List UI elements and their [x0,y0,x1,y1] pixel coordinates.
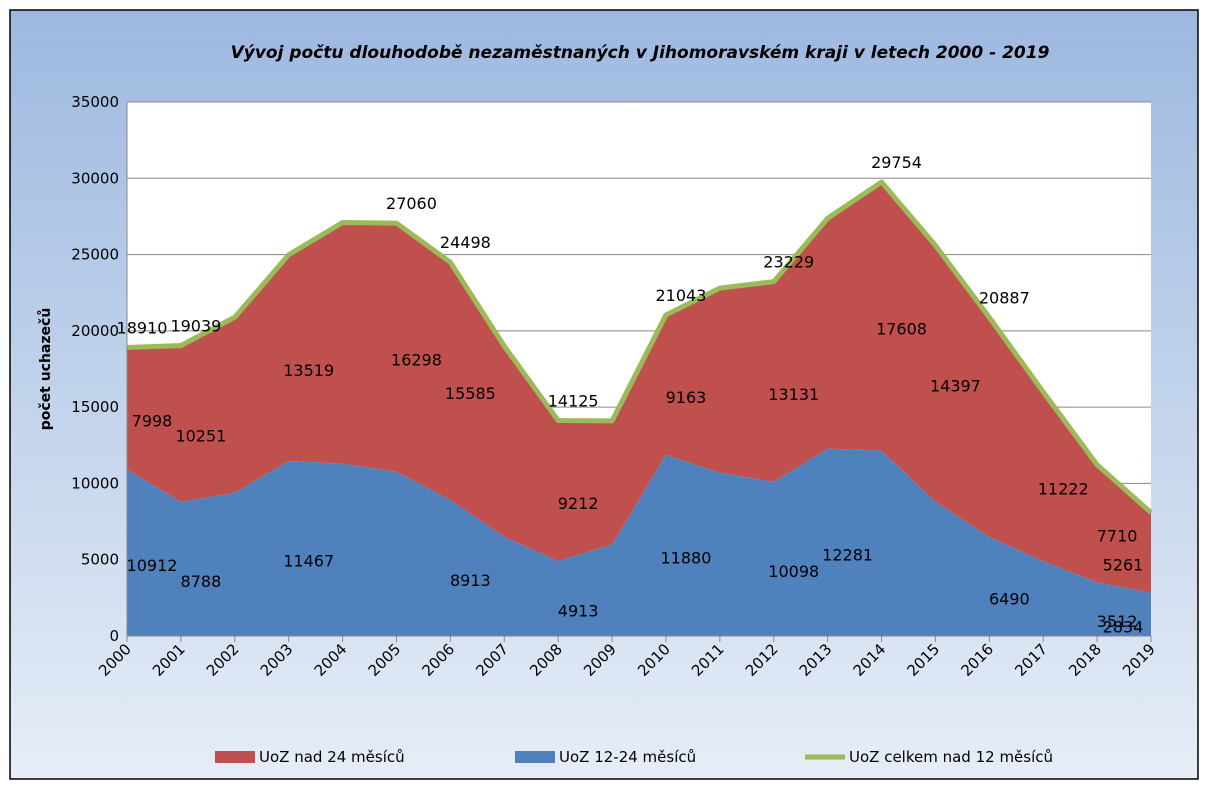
data-label: 14397 [930,377,981,396]
line [126,179,1153,515]
data-label: 18910 [117,318,168,337]
data-label: 2834 [1103,617,1144,636]
legend-swatch [515,751,555,763]
data-label: 13519 [283,361,334,380]
data-label: 7998 [132,412,173,431]
data-label: 4913 [558,602,599,621]
y-tick-label: 35000 [71,93,119,111]
y-tick-label: 0 [109,627,119,645]
data-label: 14125 [548,391,599,410]
legend-label: UoZ 12-24 měsíců [559,748,696,766]
data-label: 24498 [440,233,491,252]
data-label: 20887 [979,288,1030,307]
area [127,182,1151,593]
area [127,448,1151,636]
y-tick-label: 15000 [71,398,119,416]
data-label: 7710 [1097,527,1138,546]
data-label: 6490 [989,589,1030,608]
data-label: 23229 [763,253,814,272]
y-tick-label: 5000 [81,551,119,569]
y-tick-label: 25000 [71,246,119,264]
legend-label: UoZ nad 24 měsíců [259,748,405,766]
data-label: 5261 [1103,556,1144,575]
legend-label: UoZ celkem nad 12 měsíců [849,748,1053,766]
data-label: 27060 [386,194,437,213]
legend-swatch [215,751,255,763]
data-label: 29754 [871,153,922,172]
y-tick-label: 20000 [71,322,119,340]
y-axis-label: počet uchazečů [37,308,54,431]
data-label: 17608 [876,319,927,338]
data-label: 11467 [283,552,334,571]
data-label: 12281 [822,545,873,564]
chart-title: Vývoj počtu dlouhodobě nezaměstnaných v … [231,43,1050,63]
data-label: 3512 [1097,612,1138,631]
data-label: 9212 [558,494,599,513]
y-tick-label: 10000 [71,474,119,492]
data-label: 10251 [175,427,226,446]
data-label: 19039 [170,317,221,336]
data-label: 11880 [660,548,711,567]
data-label: 8788 [181,572,222,591]
data-label: 10098 [768,562,819,581]
data-label: 9163 [666,388,707,407]
data-label: 13131 [768,385,819,404]
data-label: 8913 [450,571,491,590]
data-label: 10912 [127,556,178,575]
data-label: 11222 [1038,480,1089,499]
data-label: 21043 [655,286,706,305]
data-label: 16298 [391,350,442,369]
data-label: 15585 [445,384,496,403]
y-tick-label: 30000 [71,169,119,187]
